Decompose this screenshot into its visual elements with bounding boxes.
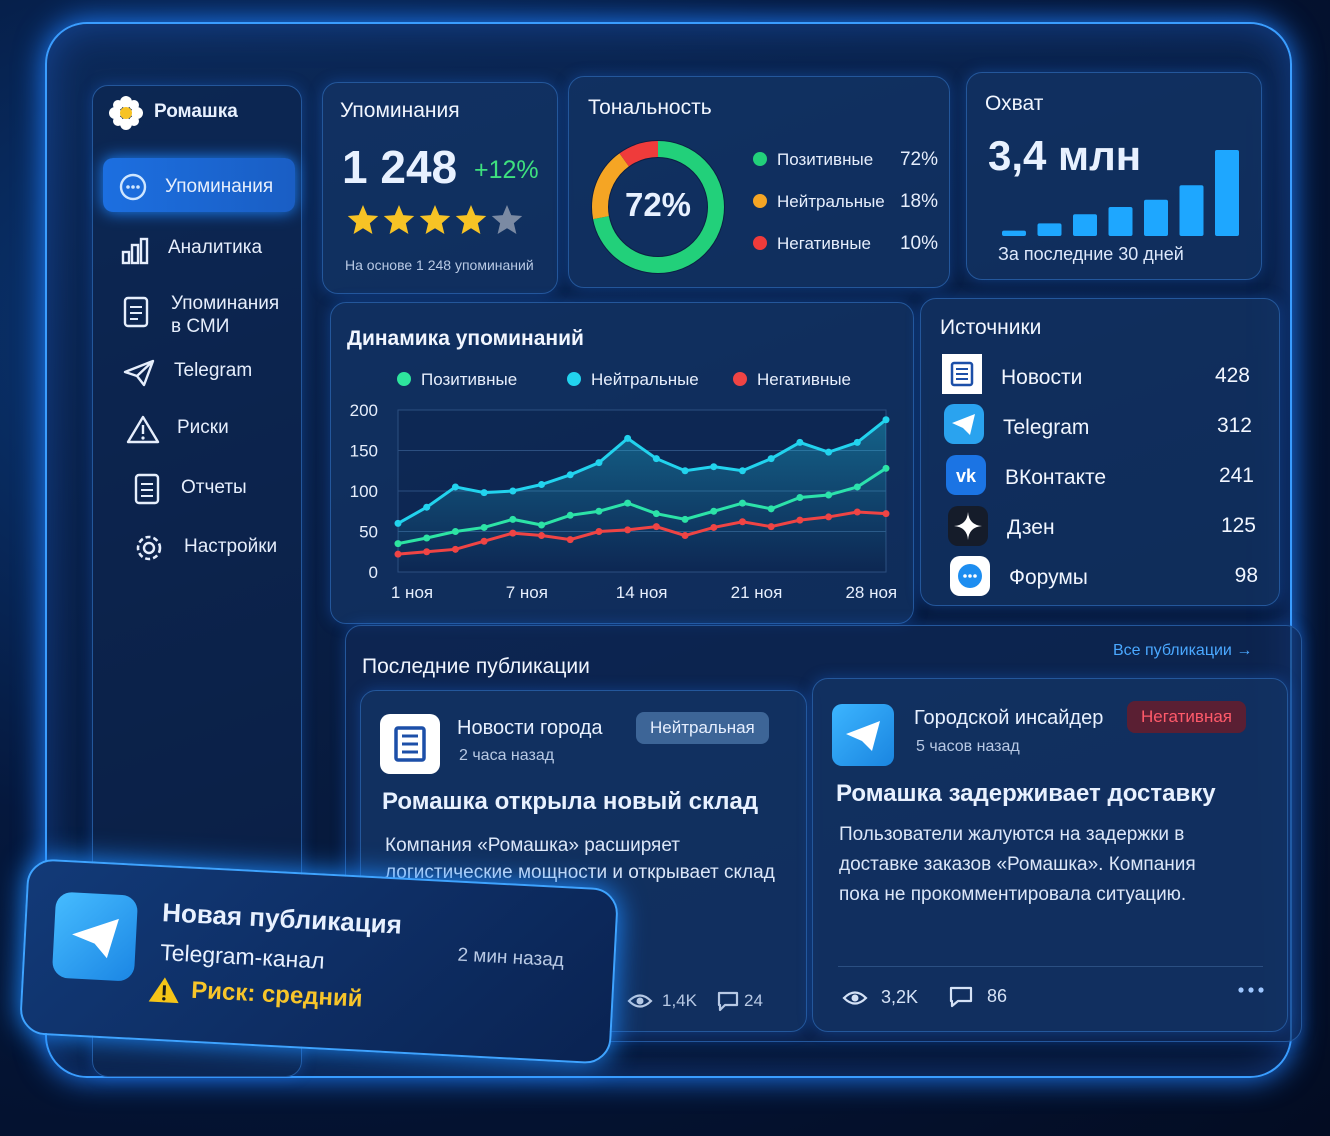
source-icon-vk: vk [946,455,986,495]
nav-item[interactable]: Упоминания в СМИ [171,293,280,337]
post-body: Пользователи жалуются на задержки в дост… [839,824,1196,905]
post-comments: 24 [744,991,763,1010]
reach-card [966,72,1262,280]
source-icon-dzen [948,506,988,546]
chart-title: Динамика упоминаний [347,327,584,350]
brand-logo [109,96,143,130]
all-publications-link[interactable]: Все публикации → [1113,642,1252,660]
toast-risk: Риск: средний [190,976,364,1013]
toast[interactable]: Новая публикация Telegram-канал Риск: ср… [18,858,620,1065]
warning-icon [148,977,179,1004]
nav-item[interactable]: Риски [177,417,229,438]
link-arrow: → [1231,642,1253,659]
post-time: 5 часов назад [916,738,1020,755]
post-tag: Негативная [1127,701,1247,733]
post-views: 3,2K [881,987,919,1007]
sources-card [920,298,1280,606]
nav-item[interactable]: Аналитика [168,237,263,258]
nav-item[interactable]: Упоминания [165,176,274,197]
post-time: 2 часа назад [459,747,555,764]
source-icon-news [942,354,982,394]
post-source: Новости города [457,717,603,739]
nav-icon [123,359,155,387]
nav-icon [126,415,160,444]
post-source: Городской инсайдер [914,707,1104,729]
reach-note: За последние 30 дней [998,244,1184,264]
post-tag: Нейтральная [636,712,769,744]
toast-time: 2 мин назад [456,944,565,972]
post-icon [380,714,440,774]
svg-text:vk: vk [956,466,977,486]
nav-icon [121,237,149,265]
toast-icon [51,891,139,982]
nav-icon [123,296,149,328]
card-title: Тональность [588,96,712,119]
nav-icon [134,473,160,505]
views-icon [627,994,653,1008]
card-title: Последние публикации [362,655,590,678]
post-headline: Ромашка открыла новый склад [382,788,759,815]
nav-item[interactable]: Telegram [174,360,253,381]
reach-value: 3,4 млн [988,132,1142,179]
donut-center-label: 72% [624,186,692,223]
brand-name: Ромашка [154,101,238,122]
source-icon-forum [950,556,990,596]
comments-icon [717,991,739,1012]
card-title: Охват [985,92,1044,115]
views-icon [842,991,868,1005]
post-comments: 86 [987,986,1008,1006]
card-title: Источники [940,316,1042,339]
nav-active[interactable] [103,158,295,212]
link-text[interactable]: Все публикации [1113,642,1232,659]
card-title: Упоминания [340,99,460,122]
post-headline: Ромашка задерживает доставку [836,780,1216,807]
post-icon [832,704,894,766]
divider [838,966,1263,967]
comments-icon [949,986,973,1008]
mentions-value: 1 248 [342,141,458,193]
nav-item[interactable]: Отчеты [181,477,247,498]
nav-item[interactable]: Настройки [184,536,278,557]
mentions-change: +12% [474,156,539,184]
mentions-note: На основе 1 248 упоминаний [345,257,534,273]
mentions-card [322,82,558,294]
nav-icon [119,173,147,201]
toast-title: Новая публикация [161,897,403,940]
post-views: 1,4K [662,991,697,1010]
source-icon-telegram [944,404,984,444]
nav-icon [136,535,162,561]
toast-channel: Telegram-канал [159,939,326,974]
more-button[interactable] [1236,984,1266,996]
